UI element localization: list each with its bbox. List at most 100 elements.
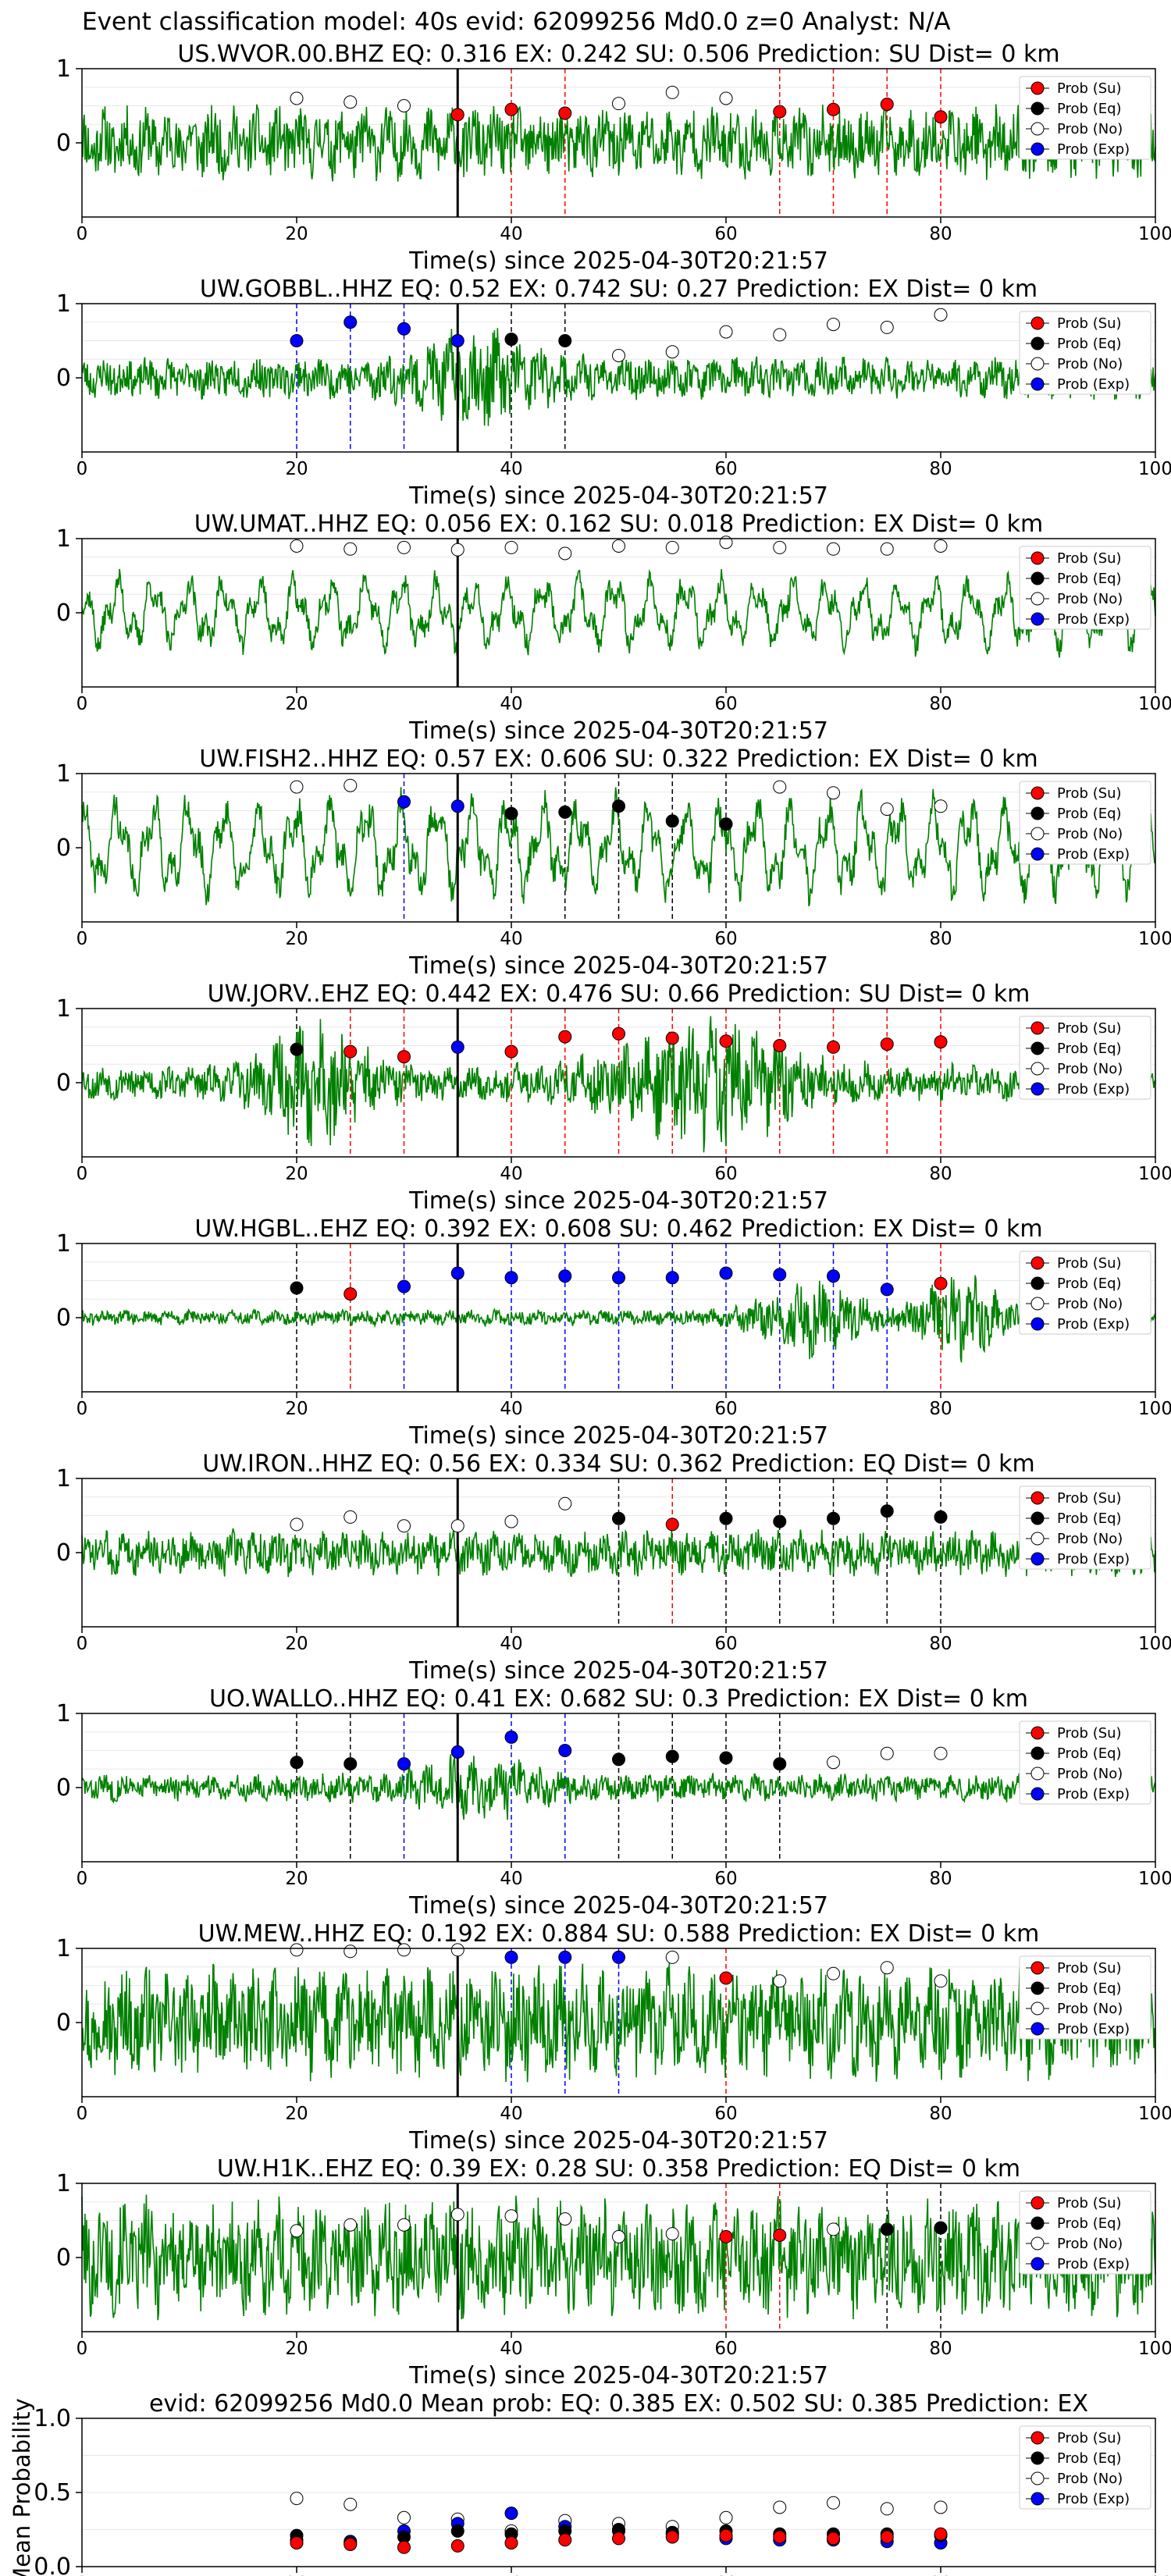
panel-4: UW.FISH2..HHZ EQ: 0.57 EX: 0.606 SU: 0.3… [56,745,1171,980]
x-tick-label: 40 [500,1164,522,1184]
prob-point-no [290,539,304,553]
mean-point-no [343,2497,358,2511]
x-tick-label: 0 [77,694,88,714]
y-tick-label: 0 [56,1539,71,1567]
legend-marker-no [1030,592,1045,606]
legend-marker-no [1030,122,1045,136]
legend-marker-exp [1030,612,1045,626]
prob-point-eq [504,806,518,820]
legend-label-eq: Prob (Eq) [1057,571,1122,587]
legend-marker-exp [1030,2492,1045,2506]
prob-point-no [665,1950,679,1964]
legend: Prob (Su) Prob (Eq) Prob (No) Prob (Exp) [1019,781,1151,865]
prob-point-no [827,542,840,556]
mean-point-no [290,2492,304,2506]
prob-point-no [934,1746,948,1760]
legend-label-su: Prob (Su) [1057,1725,1122,1742]
panel-title: UW.IRON..HHZ EQ: 0.56 EX: 0.334 SU: 0.36… [202,1450,1034,1478]
prob-point-no [719,325,733,339]
waveform-trace [81,566,1156,658]
legend-label-eq: Prob (Eq) [1057,1980,1122,1997]
x-tick-label: 80 [929,929,952,949]
legend-marker-su [1030,551,1045,565]
legend-label-no: Prob (No) [1057,121,1123,137]
prob-point-su [773,1039,787,1052]
legend-box [1019,76,1151,160]
legend: Prob (Su) Prob (Eq) Prob (No) Prob (Exp) [1019,311,1151,395]
prob-point-eq [719,1511,733,1525]
legend-marker-exp [1030,847,1045,861]
prob-point-eq [719,1751,733,1765]
legend-label-no: Prob (No) [1057,2236,1123,2252]
x-tick-label: 60 [714,2104,737,2124]
prob-point-no [450,543,464,557]
prob-point-no [934,308,948,322]
mean-point-su [290,2536,304,2550]
prob-point-no [343,2218,358,2232]
mean-point-su [558,2533,572,2547]
x-tick-label: 0 [77,459,88,479]
x-tick-label: 80 [929,224,952,244]
prob-point-no [343,95,358,109]
legend-label-exp: Prob (Exp) [1057,1786,1130,1802]
prob-point-no [290,91,304,105]
legend-label-su: Prob (Su) [1057,785,1122,802]
waveform-trace [81,1275,1156,1363]
prob-point-eq [504,333,518,347]
legend-marker-exp [1030,2022,1045,2036]
x-tick-label: 40 [500,2574,522,2576]
prob-point-no [504,540,518,554]
x-tick-label: 20 [285,1399,308,1419]
legend-box [1019,546,1151,630]
prob-point-su [880,1037,894,1051]
x-tick-label: 60 [714,929,737,949]
prob-point-su [343,1044,358,1059]
legend: Prob (Su) Prob (Eq) Prob (No) Prob (Exp) [1019,1955,1151,2040]
legend-label-exp: Prob (Exp) [1057,846,1130,863]
legend: Prob (Su) Prob (Eq) Prob (No) Prob (Exp) [1019,1251,1151,1335]
y-tick-label: 0 [56,1774,71,1802]
mean-point-su [773,2530,787,2544]
legend-box [1019,1955,1151,2040]
prob-point-no [880,542,894,556]
mean-point-su [450,2539,464,2553]
x-tick-label: 40 [500,1869,522,1889]
legend-label-exp: Prob (Exp) [1057,2256,1130,2272]
legend-marker-exp [1030,1317,1045,1331]
x-tick-label: 40 [500,929,522,949]
prob-point-no [450,2208,464,2222]
prob-point-eq [880,2222,894,2236]
prob-point-su [719,2229,733,2243]
prob-point-su [719,1034,733,1048]
prob-point-no [827,1966,840,1980]
y-tick-label: 1 [56,1465,71,1493]
x-axis-label: Time(s) since 2025-04-30T20:21:57 [408,952,828,980]
x-tick-label: 80 [929,694,952,714]
prob-point-no [558,2212,572,2226]
x-tick-label: 60 [714,2339,737,2359]
legend-label-eq: Prob (Eq) [1057,1510,1122,1527]
prob-point-no [612,349,625,362]
x-axis-label: Time(s) since 2025-04-30T20:21:57 [408,1187,828,1215]
y-tick-label: 1 [56,1230,71,1258]
panel-2: UW.GOBBL..HHZ EQ: 0.52 EX: 0.742 SU: 0.2… [56,276,1171,510]
x-tick-label: 100 [1138,1869,1171,1889]
legend-marker-su [1030,2196,1045,2210]
legend-box [1019,1016,1151,1100]
prob-point-exp [612,1271,625,1285]
legend-marker-no [1030,1297,1045,1311]
x-tick-label: 100 [1138,1399,1171,1419]
prob-point-exp [397,795,411,809]
prob-point-exp [397,1757,411,1771]
legend-label-no: Prob (No) [1057,826,1123,842]
prob-point-su [558,106,572,120]
prob-point-su [880,98,894,112]
legend-label-su: Prob (Su) [1057,550,1122,567]
x-tick-label: 0 [77,2339,88,2359]
legend: Prob (Su) Prob (Eq) Prob (No) Prob (Exp) [1019,76,1151,160]
x-tick-label: 20 [285,1634,308,1654]
legend-label-eq: Prob (Eq) [1057,101,1122,117]
prob-point-su [934,1276,948,1290]
x-tick-label: 40 [500,1634,522,1654]
legend-label-eq: Prob (Eq) [1057,1276,1122,1292]
